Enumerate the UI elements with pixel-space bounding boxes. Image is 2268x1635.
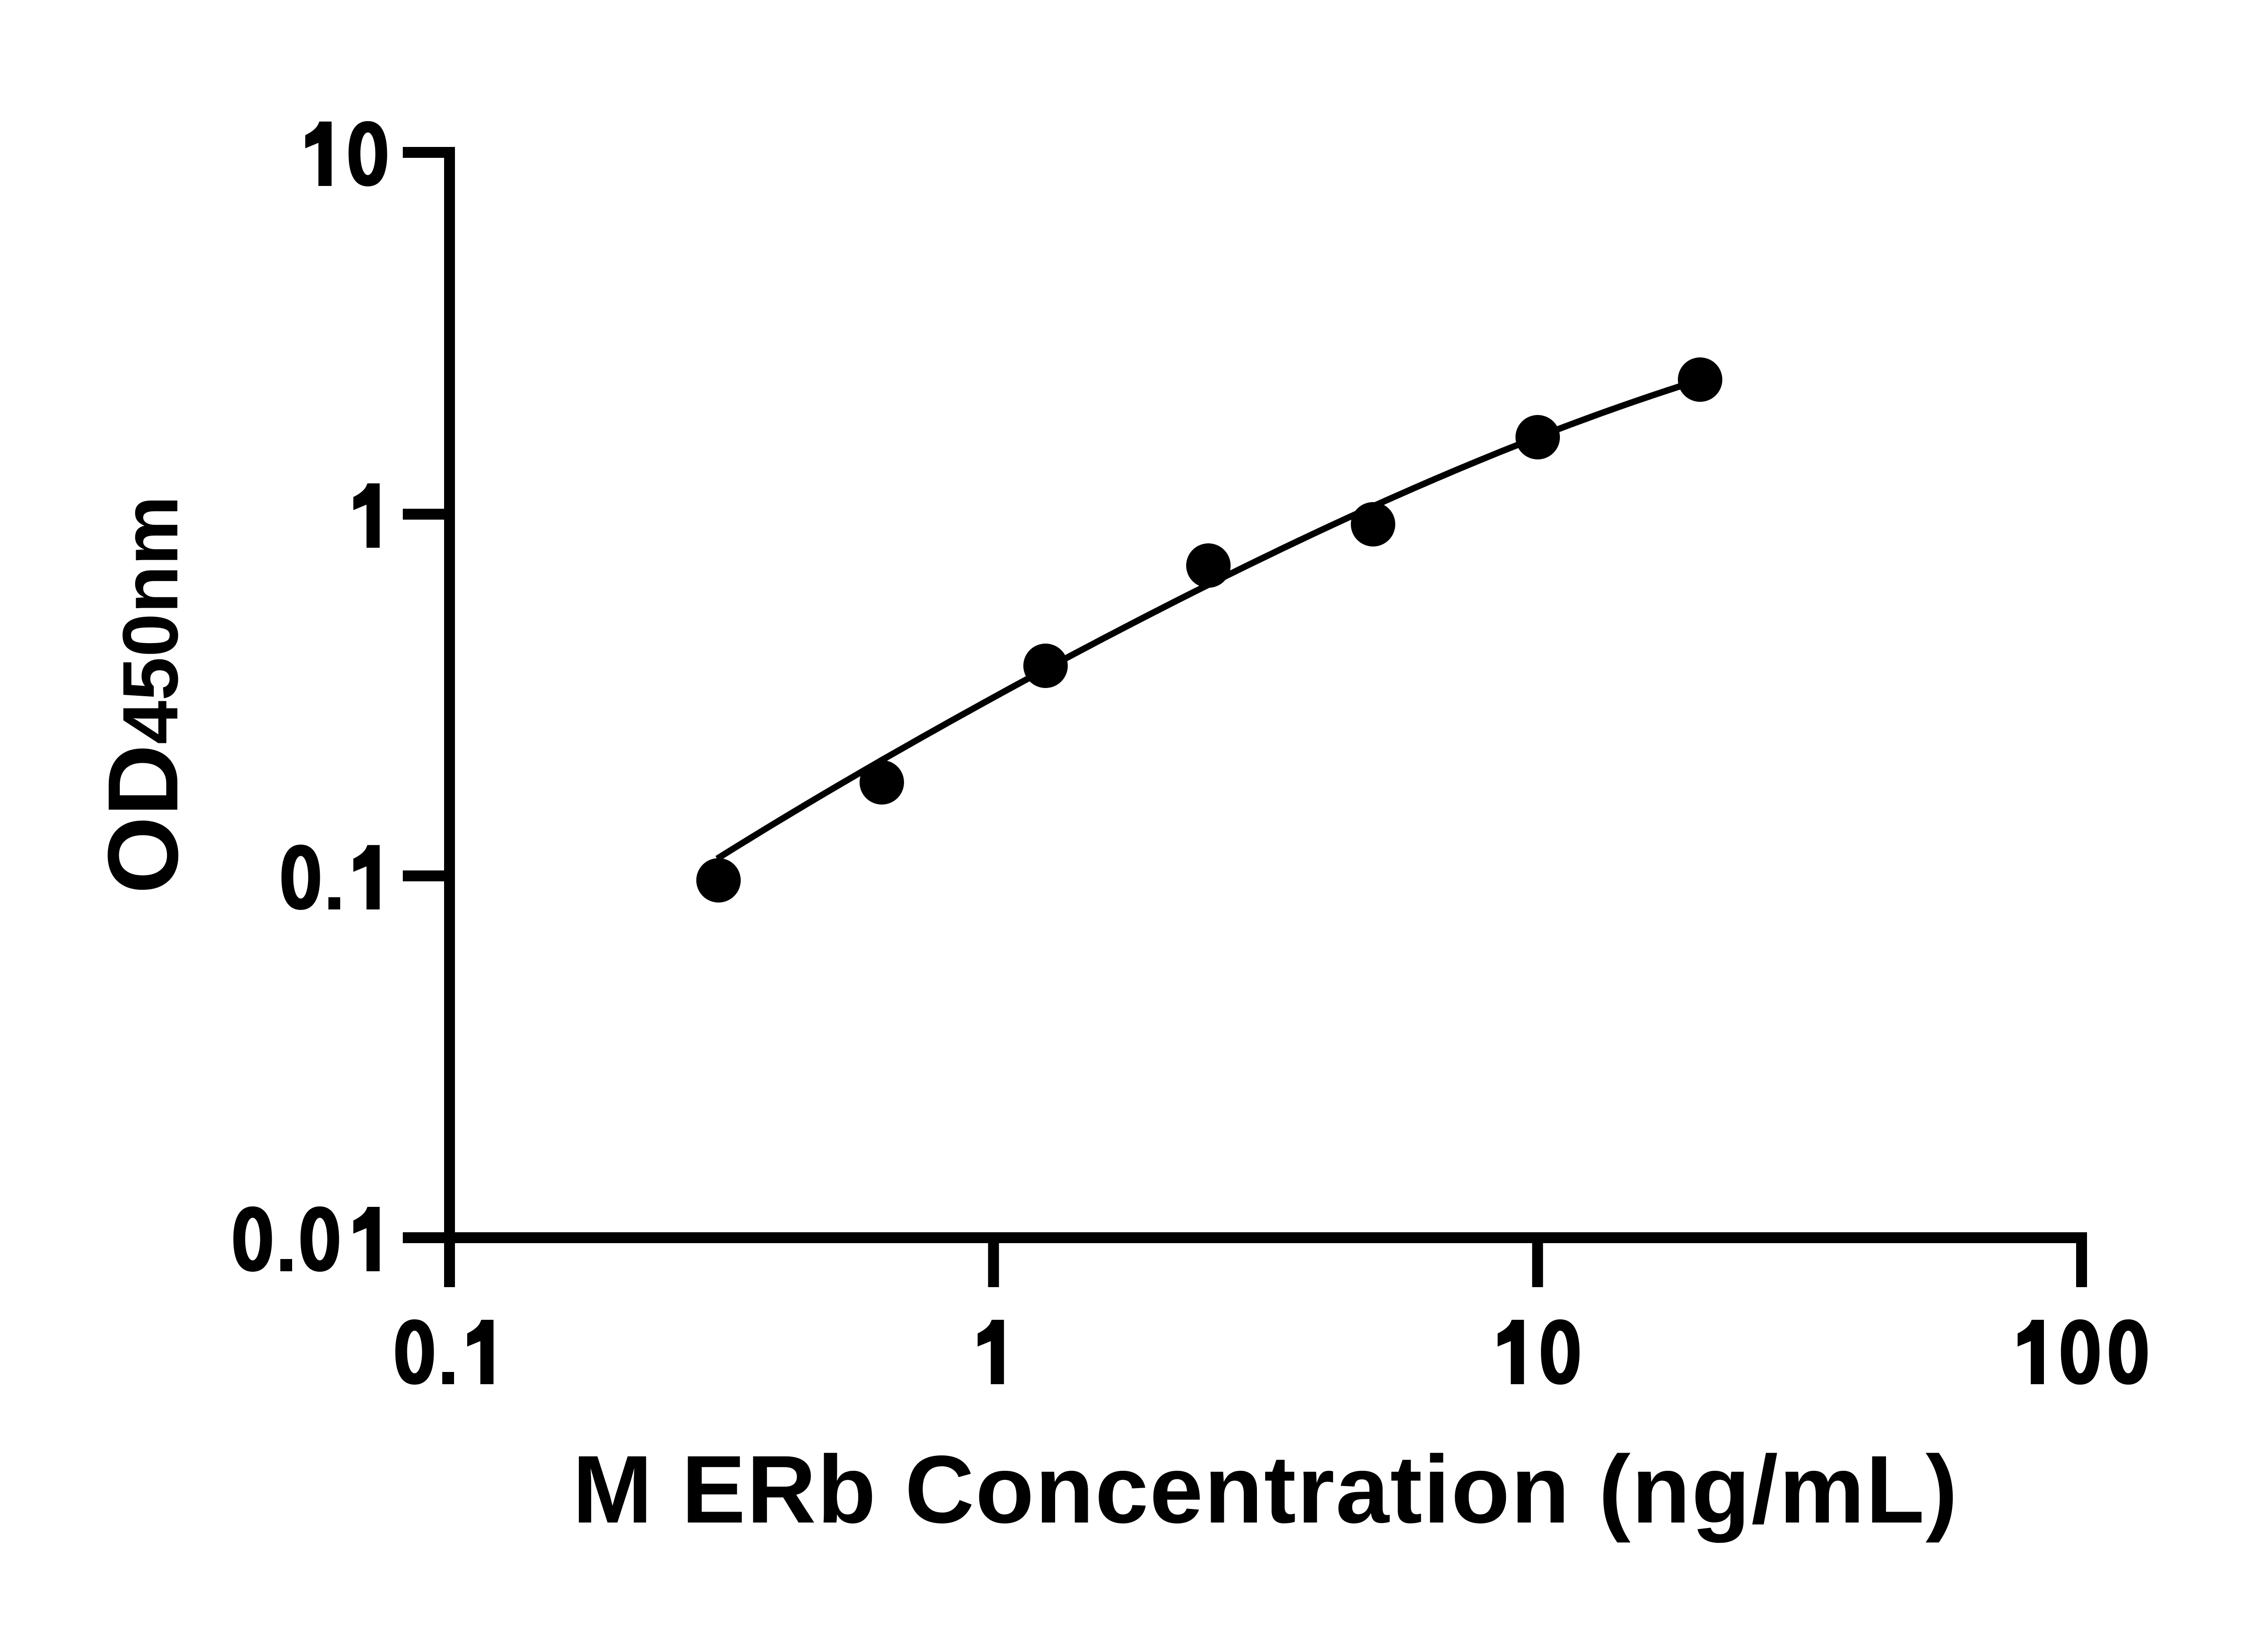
svg-text:M ERb Concentration (ng/mL): M ERb Concentration (ng/mL)	[572, 1435, 1959, 1543]
